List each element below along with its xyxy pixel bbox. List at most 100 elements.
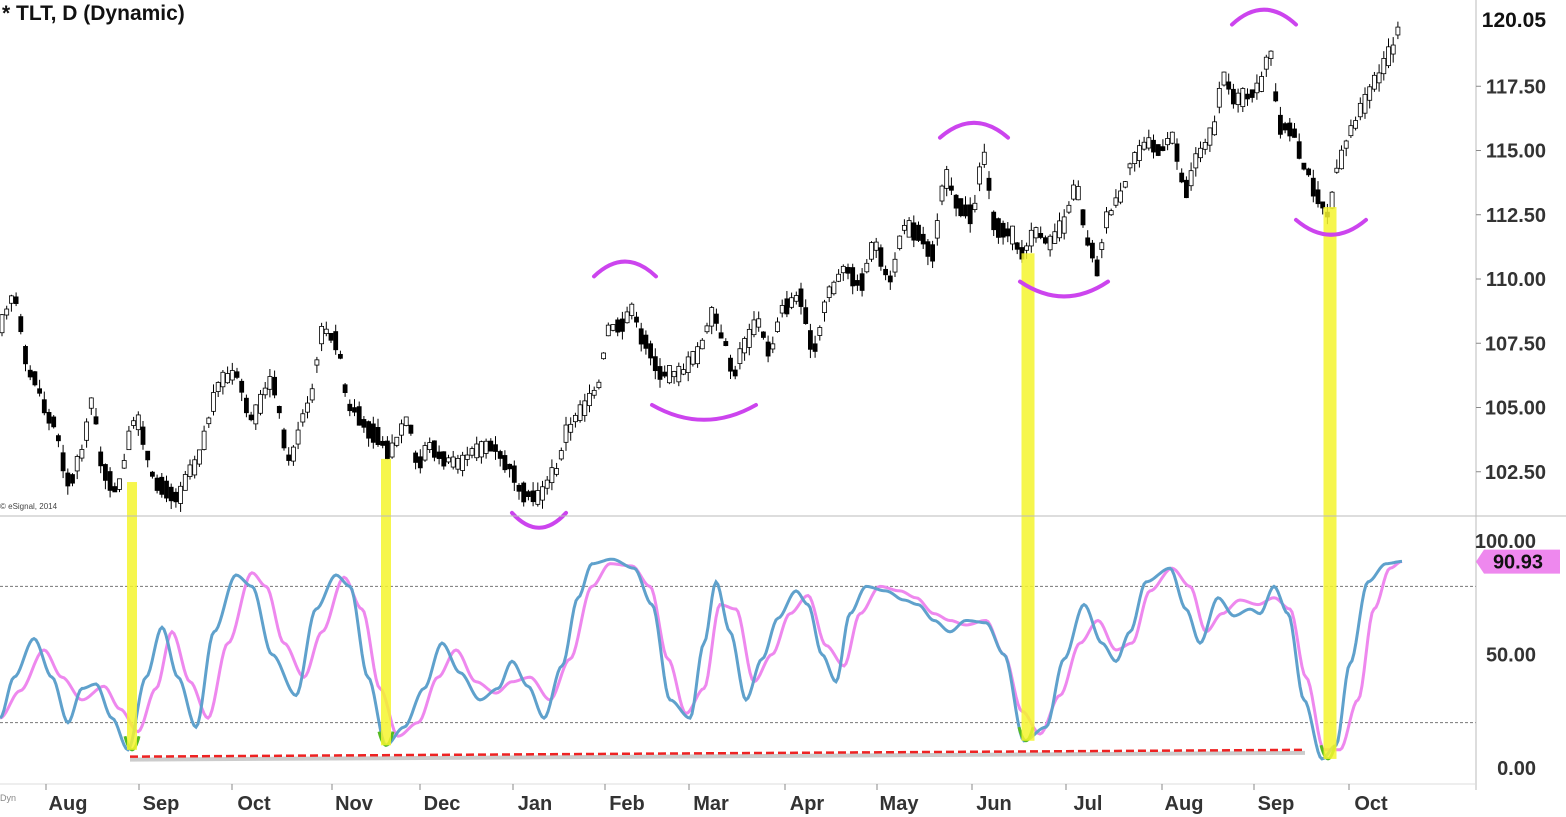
candle-up [1357, 102, 1363, 118]
candle-down [1174, 143, 1180, 162]
candle-up [253, 404, 259, 425]
candle-up [88, 397, 94, 409]
month-label: Mar [693, 793, 729, 815]
candle-down [281, 429, 287, 449]
candle-up [187, 464, 193, 477]
candle-up [1108, 210, 1114, 216]
candle-up [1075, 186, 1081, 201]
candle-down [765, 341, 771, 357]
month-label: Oct [237, 793, 271, 815]
candle-up [8, 295, 14, 304]
candle-down [732, 369, 738, 377]
month-label: Jul [1074, 793, 1103, 815]
candle-up [737, 348, 743, 365]
candle-up [290, 446, 296, 462]
candle-up [211, 392, 216, 412]
candle-down [286, 454, 292, 461]
candle-up [1216, 87, 1222, 108]
candle-up [1061, 216, 1067, 234]
candle-up [826, 286, 832, 299]
candle-down [65, 472, 71, 487]
candle-down [1226, 81, 1232, 90]
candle-down [859, 273, 865, 291]
candle-down [239, 380, 245, 393]
candle-down [1249, 89, 1255, 98]
annotations [127, 7, 1368, 762]
candle-down [1151, 139, 1156, 153]
candle-down [761, 331, 766, 338]
candle-up [1028, 229, 1034, 247]
candle-down [1094, 259, 1100, 277]
candle-up [446, 457, 451, 463]
candle-up [1221, 71, 1227, 86]
candle-up [690, 351, 696, 365]
highlight-bar [1323, 207, 1337, 759]
candle-up [549, 467, 555, 484]
candle-up [789, 297, 794, 308]
candle-up [906, 220, 912, 238]
candle-up [305, 402, 310, 413]
candle-up [1339, 149, 1344, 170]
candle-up [84, 421, 89, 441]
candle-up [681, 369, 686, 375]
chart-title: * TLT, D (Dynamic) [2, 2, 185, 25]
candle-down [380, 440, 386, 446]
candle-down [1292, 128, 1297, 138]
candle-down [1245, 93, 1250, 100]
candle-up [464, 454, 470, 460]
candle-up [1198, 147, 1203, 159]
candle-up [671, 371, 677, 378]
candle-up [568, 423, 574, 433]
candle-up [314, 359, 320, 366]
candle-down [23, 346, 28, 365]
candle-up [746, 328, 752, 348]
candle-down [530, 490, 536, 503]
candle-up [540, 486, 545, 501]
candle-up [1047, 235, 1053, 251]
candle-up [427, 442, 433, 450]
candle-up [0, 314, 5, 334]
candle-up [309, 388, 315, 401]
highlight-bar [127, 482, 137, 750]
candle-up [182, 474, 188, 491]
candle-up [601, 352, 606, 360]
candle-down [1184, 179, 1189, 199]
candle-up [676, 365, 682, 383]
candle-up [389, 442, 395, 458]
candle-up [1207, 127, 1213, 146]
candle-down [1160, 146, 1166, 151]
candle-up [1132, 152, 1138, 165]
candle-down [1315, 189, 1321, 205]
candle-up [1137, 145, 1142, 161]
candle-up [817, 327, 823, 336]
month-label: Aug [1165, 793, 1204, 815]
candle-up [1263, 56, 1269, 70]
candle-up [117, 478, 122, 490]
candle-up [1235, 92, 1241, 106]
candle-up [1122, 181, 1128, 188]
candle-up [1212, 121, 1217, 136]
candle-down [714, 313, 719, 324]
candle-up [206, 417, 212, 425]
candle-up [258, 393, 263, 414]
candle-down [1090, 242, 1095, 259]
bottom-arc [1294, 217, 1368, 237]
candle-down [526, 491, 531, 497]
candle-down [70, 474, 75, 484]
candle-up [215, 382, 221, 392]
candle-up [403, 416, 409, 426]
candle-up [629, 303, 635, 316]
candle-up [1367, 86, 1373, 101]
candle-up [196, 449, 202, 465]
candle-down [56, 435, 61, 442]
candle-up [695, 346, 700, 365]
candle-up [1169, 131, 1175, 144]
candle-up [220, 371, 226, 388]
candle-up [577, 404, 583, 421]
candle-down [502, 455, 508, 471]
candle-up [225, 373, 231, 384]
candle-up [79, 449, 85, 459]
candle-down [276, 405, 282, 414]
candle-up [944, 169, 950, 189]
candle-up [192, 459, 198, 476]
